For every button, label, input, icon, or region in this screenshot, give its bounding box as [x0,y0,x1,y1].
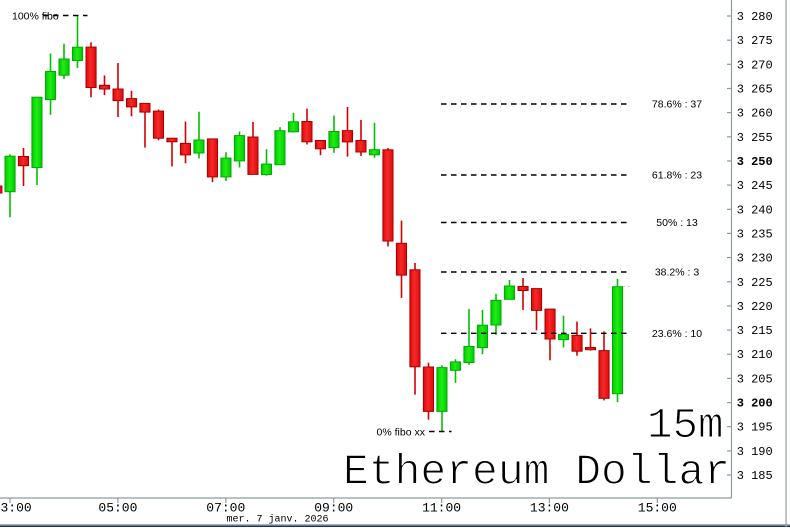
svg-text:3:00: 3:00 [1,501,32,516]
svg-text:15:00: 15:00 [638,501,677,516]
svg-text:05:00: 05:00 [98,501,137,516]
svg-text:07:00: 07:00 [206,501,245,516]
svg-text:0% fibo xx: 0% fibo xx [377,427,426,439]
svg-text:09:00: 09:00 [314,501,353,516]
svg-text:100% fibo: 100% fibo [12,11,59,23]
svg-text:3 195: 3 195 [737,421,773,435]
svg-text:3 190: 3 190 [737,445,773,459]
svg-text:3 275: 3 275 [737,34,773,48]
svg-text:78.6% : 37: 78.6% : 37 [652,99,702,111]
svg-text:38.2% : 3: 38.2% : 3 [655,267,700,279]
svg-text:13:00: 13:00 [530,501,569,516]
svg-text:3 210: 3 210 [737,348,773,362]
svg-text:mer. 7 janv. 2026: mer. 7 janv. 2026 [226,514,328,526]
svg-text:3 255: 3 255 [737,131,773,145]
svg-text:61.8% : 23: 61.8% : 23 [652,170,702,182]
svg-text:3 235: 3 235 [737,227,773,241]
svg-text:3 215: 3 215 [737,324,773,338]
svg-text:11:00: 11:00 [422,501,461,516]
svg-text:3 225: 3 225 [737,276,773,290]
svg-text:3 200: 3 200 [737,397,773,411]
svg-text:3 260: 3 260 [737,107,773,121]
svg-text:3 280: 3 280 [737,10,773,24]
svg-text:50% : 13: 50% : 13 [656,217,698,229]
svg-text:3 265: 3 265 [737,83,773,97]
svg-text:15m: 15m [647,402,724,450]
svg-text:23.6% : 10: 23.6% : 10 [652,328,702,340]
svg-text:3 185: 3 185 [737,469,773,483]
svg-text:Ethereum Dollar: Ethereum Dollar [343,448,730,497]
svg-text:3 245: 3 245 [737,179,773,193]
svg-text:3 250: 3 250 [737,155,773,169]
svg-text:3 205: 3 205 [737,372,773,386]
svg-text:3 230: 3 230 [737,252,773,266]
svg-text:3 220: 3 220 [737,300,773,314]
svg-text:3 240: 3 240 [737,203,773,217]
svg-text:3 270: 3 270 [737,58,773,72]
